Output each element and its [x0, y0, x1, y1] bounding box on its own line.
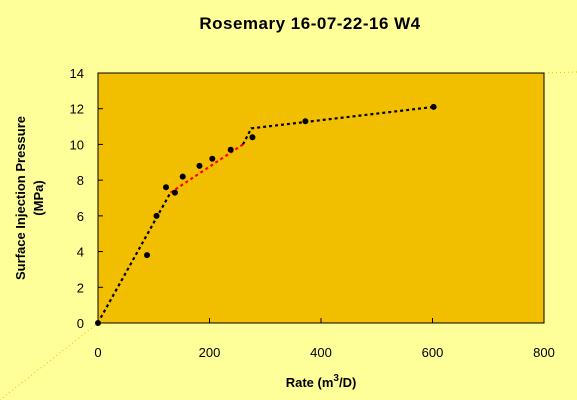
y-tick-label: 0 — [77, 316, 84, 331]
data-point — [144, 252, 151, 259]
data-point — [196, 162, 203, 169]
x-axis-label: Rate (m3/D) — [286, 373, 357, 390]
fit-line-black — [241, 105, 434, 145]
y-tick-label: 4 — [77, 245, 84, 260]
x-axis-label-superscript: 3 — [333, 373, 339, 384]
data-point — [430, 103, 437, 110]
x-axis-label-tail: /D) — [339, 375, 356, 390]
y-tick-label: 6 — [77, 209, 84, 224]
y-tick-label: 8 — [77, 173, 84, 188]
y-axis-label-line1: Surface Injection Pressure — [13, 116, 28, 280]
x-axis-label-main: Rate (m — [286, 375, 334, 390]
x-axis-ticks: 0 200 400 600 800 — [94, 318, 555, 360]
data-point — [227, 146, 234, 153]
data-point — [249, 134, 256, 141]
y-tick-label: 2 — [77, 280, 84, 295]
data-point — [153, 212, 160, 219]
x-tick-label: 600 — [422, 345, 444, 360]
x-tick-label: 0 — [94, 345, 101, 360]
data-point — [179, 173, 186, 180]
y-tick-label: 14 — [70, 66, 84, 81]
data-points — [95, 103, 437, 326]
y-axis-label-line2: (MPa) — [31, 180, 46, 215]
data-point — [302, 118, 309, 125]
data-point — [171, 189, 178, 196]
data-point — [163, 184, 170, 191]
plot-area — [97, 72, 545, 324]
chart-title: Rosemary 16-07-22-16 W4 — [199, 14, 420, 33]
y-axis-ticks: 0 2 4 6 8 10 12 14 — [70, 66, 103, 331]
x-tick-label: 800 — [533, 345, 555, 360]
y-tick-label: 10 — [70, 137, 84, 152]
data-point — [209, 155, 216, 162]
top-right-connector-line — [543, 71, 577, 74]
corner-connector-line — [0, 322, 99, 400]
x-tick-label: 400 — [310, 345, 332, 360]
y-tick-label: 12 — [70, 102, 84, 117]
x-tick-label: 200 — [199, 345, 221, 360]
